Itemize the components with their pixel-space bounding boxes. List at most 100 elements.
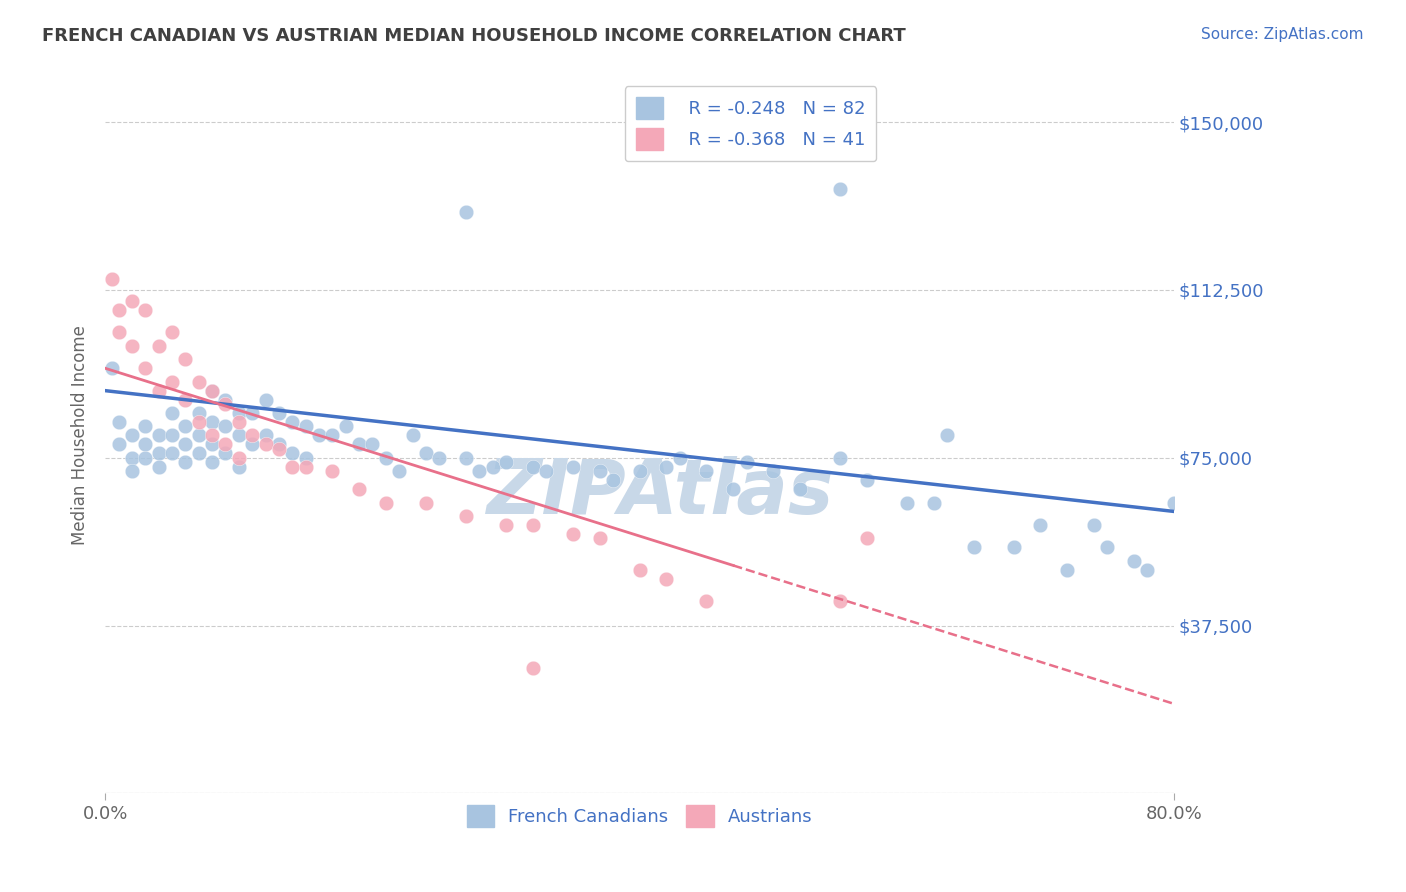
Point — [201, 428, 224, 442]
Point — [267, 437, 290, 451]
Point — [107, 437, 129, 451]
Point — [588, 464, 610, 478]
Point — [174, 392, 197, 407]
Point — [214, 437, 236, 451]
Point — [628, 563, 651, 577]
Point — [602, 473, 624, 487]
Point — [294, 459, 316, 474]
Point — [254, 428, 277, 442]
Point — [347, 482, 370, 496]
Point — [361, 437, 384, 451]
Point — [214, 419, 236, 434]
Point — [228, 406, 250, 420]
Point — [160, 428, 183, 442]
Point — [214, 397, 236, 411]
Point — [922, 495, 945, 509]
Point — [240, 437, 263, 451]
Point — [828, 594, 851, 608]
Point — [148, 384, 170, 398]
Point — [228, 428, 250, 442]
Point — [174, 419, 197, 434]
Point — [762, 464, 785, 478]
Point — [695, 464, 717, 478]
Point — [855, 473, 877, 487]
Point — [695, 594, 717, 608]
Point — [240, 406, 263, 420]
Legend: French Canadians, Austrians: French Canadians, Austrians — [460, 798, 820, 834]
Point — [936, 428, 959, 442]
Point — [201, 384, 224, 398]
Point — [655, 572, 678, 586]
Point — [294, 419, 316, 434]
Text: FRENCH CANADIAN VS AUSTRIAN MEDIAN HOUSEHOLD INCOME CORRELATION CHART: FRENCH CANADIAN VS AUSTRIAN MEDIAN HOUSE… — [42, 27, 905, 45]
Point — [468, 464, 491, 478]
Point — [160, 375, 183, 389]
Point — [121, 450, 143, 465]
Point — [187, 415, 209, 429]
Point — [522, 459, 544, 474]
Point — [522, 661, 544, 675]
Point — [522, 517, 544, 532]
Point — [281, 415, 304, 429]
Point — [267, 406, 290, 420]
Point — [481, 459, 503, 474]
Point — [828, 450, 851, 465]
Point — [101, 272, 124, 286]
Point — [1123, 554, 1146, 568]
Point — [134, 419, 156, 434]
Point — [174, 455, 197, 469]
Point — [107, 303, 129, 318]
Point — [294, 450, 316, 465]
Point — [121, 464, 143, 478]
Point — [187, 375, 209, 389]
Point — [148, 339, 170, 353]
Point — [427, 450, 450, 465]
Point — [281, 446, 304, 460]
Point — [228, 415, 250, 429]
Point — [134, 450, 156, 465]
Point — [655, 459, 678, 474]
Point — [214, 392, 236, 407]
Point — [963, 541, 986, 555]
Point — [228, 459, 250, 474]
Point — [588, 531, 610, 545]
Point — [101, 361, 124, 376]
Point — [495, 517, 517, 532]
Point — [534, 464, 557, 478]
Point — [1136, 563, 1159, 577]
Point — [107, 326, 129, 340]
Point — [1002, 541, 1025, 555]
Point — [214, 446, 236, 460]
Y-axis label: Median Household Income: Median Household Income — [72, 326, 89, 545]
Point — [896, 495, 918, 509]
Point — [201, 437, 224, 451]
Point — [187, 446, 209, 460]
Point — [187, 406, 209, 420]
Point — [335, 419, 357, 434]
Point — [1083, 517, 1105, 532]
Point — [1163, 495, 1185, 509]
Point — [668, 450, 690, 465]
Point — [1029, 517, 1052, 532]
Point — [160, 326, 183, 340]
Point — [107, 415, 129, 429]
Point — [228, 450, 250, 465]
Point — [401, 428, 423, 442]
Point — [1056, 563, 1078, 577]
Point — [201, 415, 224, 429]
Point — [121, 294, 143, 309]
Point — [160, 406, 183, 420]
Point — [174, 437, 197, 451]
Point — [148, 428, 170, 442]
Point — [388, 464, 411, 478]
Text: ZIPAtlas: ZIPAtlas — [488, 456, 835, 530]
Point — [855, 531, 877, 545]
Point — [148, 446, 170, 460]
Point — [495, 455, 517, 469]
Point — [735, 455, 758, 469]
Point — [561, 526, 583, 541]
Point — [347, 437, 370, 451]
Point — [254, 392, 277, 407]
Point — [454, 204, 477, 219]
Point — [201, 455, 224, 469]
